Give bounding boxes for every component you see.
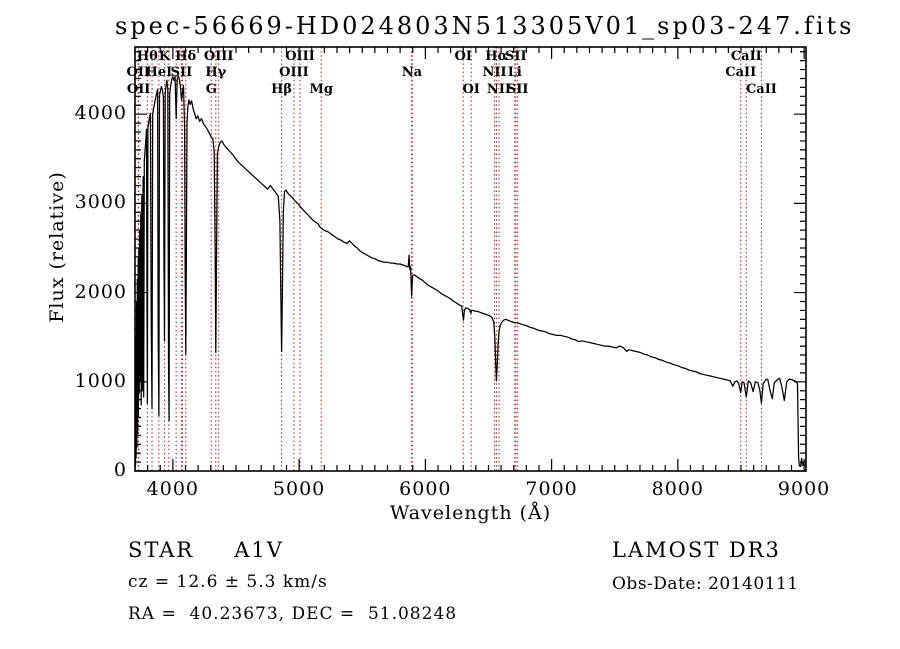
- plot-title: spec-56669-HD024803N513305V01_sp03-247.f…: [115, 12, 855, 40]
- x-tick-label: 5000: [272, 478, 326, 500]
- spectral-line-label: OII: [126, 65, 151, 80]
- spectrum-trace: [134, 75, 806, 468]
- spectral-line-label: CaII: [745, 82, 777, 97]
- spectral-line-label: OIII: [279, 65, 309, 80]
- spectral-line-label: Hδ: [175, 49, 197, 64]
- spectral-line-label: SII: [170, 65, 193, 80]
- x-tick-label: 6000: [399, 478, 452, 500]
- spectral-line-label: G: [205, 82, 217, 97]
- obs-date-line: Obs-Date: 20140111: [612, 574, 799, 594]
- spectral-line-label: SII: [504, 49, 527, 64]
- spectral-line-label: K: [158, 49, 171, 64]
- spectral-line-label: SII: [506, 82, 529, 97]
- spacer: [194, 538, 234, 562]
- spectral-line-label: Hθ: [136, 49, 158, 64]
- y-tick-label: 2000: [74, 280, 127, 303]
- x-tick-label: 9000: [777, 478, 831, 500]
- spectral-line-label: Mg: [309, 82, 333, 97]
- survey-label: LAMOST DR3: [612, 538, 781, 562]
- object-class-line: STAR A1V: [128, 538, 284, 562]
- spectral-line-label: OI: [462, 82, 480, 97]
- x-tick-label: 8000: [651, 478, 705, 500]
- x-tick-label: 4000: [146, 478, 200, 500]
- plot-frame: [134, 46, 807, 472]
- spectral-line-label: Hα: [485, 49, 508, 64]
- y-axis-label: Flux (relative): [46, 171, 68, 323]
- spectral-line-label: OI: [454, 49, 472, 64]
- spectral-line-label: NII: [486, 82, 511, 97]
- y-tick-label: 3000: [74, 191, 127, 214]
- spectral-line-label: HeI: [145, 65, 173, 80]
- spectral-line-label: OIII: [285, 49, 315, 64]
- spectral-line-label: Hβ: [271, 82, 293, 97]
- axis-ticks: [134, 47, 806, 472]
- object-subclass: A1V: [234, 538, 284, 562]
- y-tick-label: 4000: [74, 102, 127, 125]
- radec-line: RA = 40.23673, DEC = 51.08248: [128, 604, 458, 624]
- y-tick-label: 1000: [74, 369, 127, 392]
- spectral-line-label: NII: [482, 65, 507, 80]
- spectral-line-label: Li: [507, 65, 522, 80]
- x-tick-label: 7000: [525, 478, 578, 500]
- spectral-line-label: CaII: [725, 65, 757, 80]
- x-axis-label: Wavelength (Å): [389, 502, 552, 524]
- y-tick-label: 0: [113, 459, 127, 481]
- cz-line: cz = 12.6 ± 5.3 km/s: [128, 572, 328, 592]
- spectral-line-label: CaII: [730, 49, 762, 64]
- spectral-line-label: OII: [126, 82, 151, 97]
- spectral-line-label: Na: [401, 65, 422, 80]
- spectral-line-label: Hγ: [205, 65, 227, 80]
- object-class: STAR: [128, 538, 195, 562]
- spectral-line-label: OIII: [203, 49, 234, 64]
